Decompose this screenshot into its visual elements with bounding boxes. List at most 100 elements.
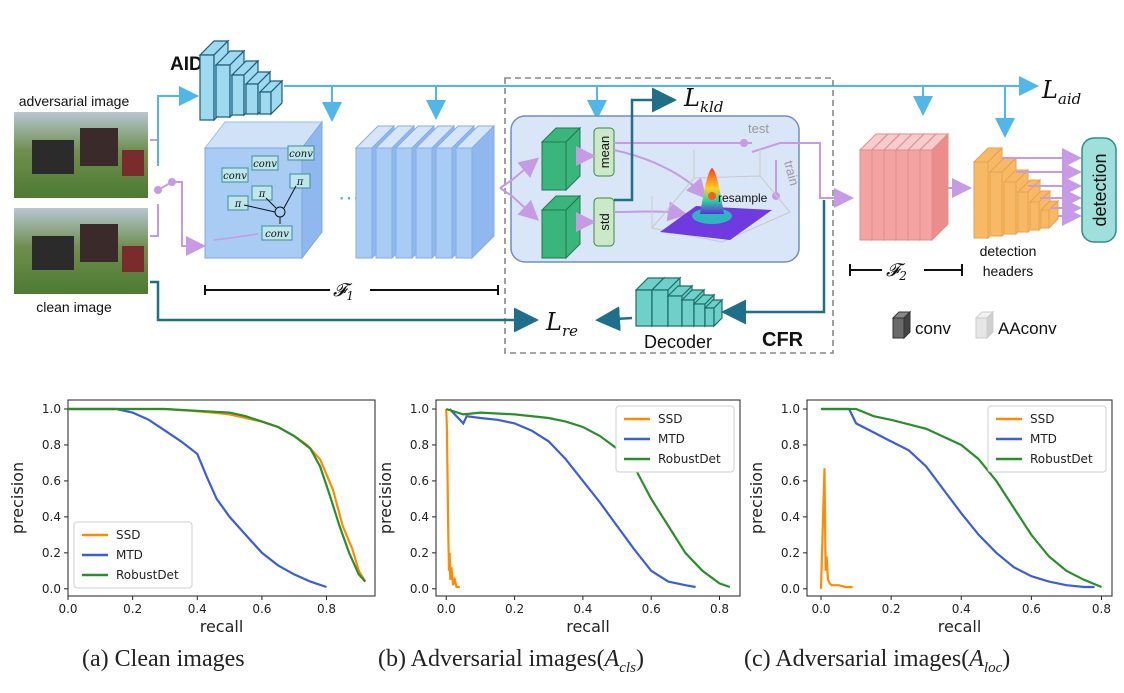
conv1-label: conv (223, 171, 247, 182)
x-tick-label: 0.2 (882, 602, 901, 616)
legend-label: SSD (116, 528, 140, 542)
legend-label: MTD (1030, 432, 1057, 446)
series-line-mtd (821, 407, 1095, 589)
lkld-arrow (614, 87, 677, 202)
pr-charts: 0.0 0.2 0.4 0.6 0.8 0.0 0.2 0.4 0.6 0.8 1.0 recall p… (8, 399, 1113, 636)
legend: SSD MTD RobustDet (73, 521, 193, 589)
x-tick-label: 0.2 (123, 602, 142, 616)
y-axis-label: precision (8, 462, 27, 534)
x-tick-label: 0.8 (317, 602, 336, 616)
std-label: std (597, 213, 612, 230)
x-tick-label: 0.0 (437, 602, 456, 616)
y-tick-label: 0.4 (410, 510, 429, 524)
y-tick-label: 0.0 (410, 582, 429, 596)
aid-label: AID (170, 54, 203, 75)
legend-label: RobustDet (116, 568, 179, 582)
x-tick-label: 0.4 (573, 602, 592, 616)
aaconv-legend-icon (974, 310, 995, 340)
f2-label: 𝓕2 (886, 260, 907, 283)
conv-mixture: conv conv conv π π π conv (213, 145, 315, 241)
y-tick-label: 1.0 (410, 402, 429, 416)
legend: SSD MTD RobustDet (987, 405, 1107, 473)
f2-bracket (849, 264, 963, 276)
legend-label: MTD (658, 432, 685, 446)
train-label: train (781, 159, 802, 187)
ellipsis: ⋯ (338, 185, 360, 210)
pin-label: π (296, 177, 304, 188)
x-axis-label: recall (938, 617, 982, 636)
y-tick-label: 0.4 (42, 510, 61, 524)
decoder-block (634, 276, 724, 328)
y-axis-label: precision (376, 462, 395, 534)
legend-label: RobustDet (1030, 452, 1093, 466)
detection-label: detection (1090, 153, 1110, 226)
series-line-mtd (68, 407, 327, 589)
heads-to-detection-arrows (1002, 148, 1082, 226)
y-tick-label: 0.0 (42, 582, 61, 596)
y-tick-label: 0.4 (781, 510, 800, 524)
series-line-robustdet (68, 407, 367, 583)
detection-headers-label-1: detection (980, 243, 1037, 259)
clean-image-photo (14, 208, 148, 294)
lkld-label: Lkld (683, 84, 723, 116)
series-line-mtd (448, 408, 696, 589)
cfr-dashed-box (504, 77, 834, 354)
f2-feature-blocks (858, 132, 950, 242)
std-green-block (540, 194, 582, 260)
dark-arrows (150, 200, 826, 333)
y-tick-label: 0.2 (42, 546, 61, 560)
legend-label: SSD (1030, 412, 1054, 426)
x-axis-label: recall (566, 617, 610, 636)
clean-image-label: clean image (36, 299, 112, 315)
caption-c: (c) Adversarial images(Aloc) (744, 646, 1011, 676)
legend: SSD MTD RobustDet (615, 405, 735, 473)
x-tick-label: 0.2 (505, 602, 524, 616)
y-tick-label: 0.0 (781, 582, 800, 596)
x-tick-label: 0.6 (1022, 602, 1041, 616)
aid-network-icon (198, 39, 284, 122)
x-tick-label: 0.0 (811, 602, 830, 616)
x-tick-label: 0.6 (642, 602, 661, 616)
x-tick-label: 0.0 (58, 602, 77, 616)
gaussian-surface (651, 148, 791, 243)
laid-label: Laid (1041, 76, 1081, 108)
y-tick-label: 0.6 (410, 474, 429, 488)
x-tick-label: 0.8 (1092, 602, 1111, 616)
y-axis-label: precision (747, 462, 766, 534)
f1-bracket (204, 285, 499, 295)
x-tick-label: 0.8 (710, 602, 729, 616)
pi2-label: π (258, 189, 266, 200)
f1-block-6 (454, 124, 496, 260)
x-axis-label: recall (200, 617, 244, 636)
f2-block-6 (918, 132, 950, 242)
pr-chart-2: 0.0 0.2 0.4 0.6 0.8 0.0 0.2 0.4 0.6 0.8 1.0 recall p… (376, 399, 741, 636)
f1-label: 𝓕1 (333, 280, 354, 303)
y-tick-label: 0.8 (42, 438, 61, 452)
series-line-robustdet (821, 407, 1102, 589)
pi1-label: π (234, 199, 242, 210)
conv-legend-icon (891, 310, 912, 340)
caption-a: (a) Clean images (82, 646, 245, 672)
y-tick-label: 0.2 (410, 546, 429, 560)
y-tick-label: 0.8 (781, 438, 800, 452)
detection-headers-label-2: headers (983, 263, 1034, 279)
mean-green-block (540, 126, 582, 192)
pr-chart-3: 0.0 0.2 0.4 0.6 0.8 0.0 0.2 0.4 0.6 0.8 1.0 recall p… (747, 399, 1113, 636)
y-tick-label: 0.6 (781, 474, 800, 488)
legend-label: MTD (116, 548, 143, 562)
conv-legend-label: conv (915, 319, 951, 338)
series-line-ssd (445, 408, 460, 589)
lre-label: Lre (545, 308, 578, 340)
architecture-diagram: adversarial image clean image AID (14, 39, 1117, 354)
conv2-label: conv (253, 159, 277, 170)
y-tick-label: 0.2 (781, 546, 800, 560)
pr-chart-1: 0.0 0.2 0.4 0.6 0.8 0.0 0.2 0.4 0.6 0.8 1.0 recall p… (8, 399, 376, 636)
series-line-ssd (819, 468, 853, 589)
x-tick-label: 0.4 (952, 602, 971, 616)
legend-label: SSD (658, 412, 682, 426)
adversarial-image-photo (14, 112, 148, 198)
y-tick-label: 1.0 (42, 402, 61, 416)
y-tick-label: 0.8 (410, 438, 429, 452)
y-tick-label: 0.6 (42, 474, 61, 488)
